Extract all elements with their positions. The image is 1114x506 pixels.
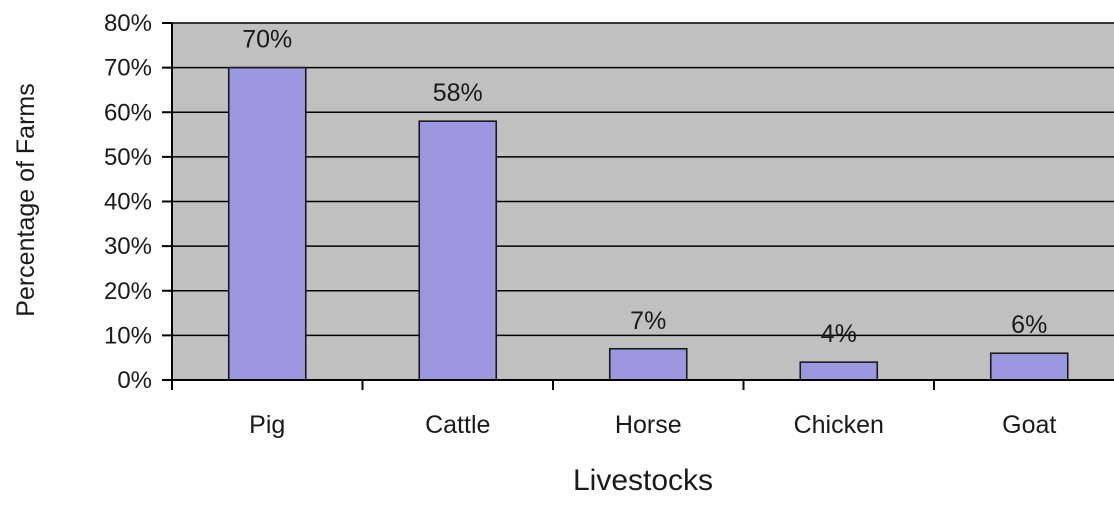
- axes: [162, 22, 1114, 390]
- bar-pig: [227, 66, 307, 381]
- data-label: 7%: [630, 307, 666, 335]
- y-tick-label: 80%: [104, 10, 152, 37]
- data-label: 4%: [821, 320, 857, 348]
- x-tick-label: Goat: [1002, 411, 1056, 439]
- y-tick-label: 30%: [104, 233, 152, 260]
- y-tick-label: 10%: [104, 322, 152, 349]
- x-axis-title: Livestocks: [573, 464, 713, 497]
- bar-goat: [989, 352, 1069, 381]
- gridlines: [172, 22, 1114, 337]
- y-tick-label: 50%: [104, 144, 152, 171]
- y-tick-label: 0%: [117, 367, 152, 394]
- y-tick-label: 70%: [104, 55, 152, 82]
- x-tick-label: Chicken: [794, 411, 884, 439]
- bar-horse: [608, 347, 688, 381]
- bar-cattle: [418, 120, 498, 381]
- data-label: 70%: [242, 26, 292, 54]
- x-tick-label: Cattle: [425, 411, 490, 439]
- y-tick-label: 20%: [104, 278, 152, 305]
- x-tick-label: Pig: [249, 411, 285, 439]
- y-axis-title: Percentage of Farms: [12, 83, 40, 316]
- data-label: 6%: [1011, 311, 1047, 339]
- x-tick-label: Horse: [615, 411, 682, 439]
- bars: [227, 66, 1069, 381]
- y-tick-label: 40%: [104, 189, 152, 216]
- labels: 0% 10% 20% 30% 40% 50% 60% 70% 80% Pig Cattle Horse…: [104, 10, 1056, 439]
- y-tick-label: 60%: [104, 99, 152, 126]
- data-label: 58%: [433, 79, 483, 107]
- bar-chicken: [799, 361, 879, 381]
